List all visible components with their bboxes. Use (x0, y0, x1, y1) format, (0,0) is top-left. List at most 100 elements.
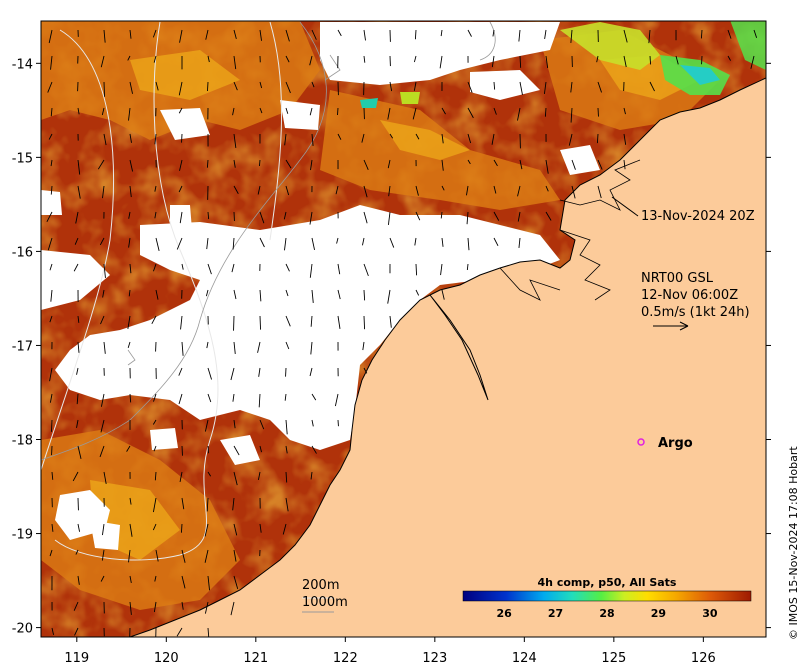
current-vector (491, 133, 495, 145)
current-vector (467, 29, 472, 37)
bathymetry-contours (41, 21, 283, 561)
current-vector (181, 263, 184, 270)
current-vector (649, 81, 655, 92)
y-tick-label: -14 (12, 57, 33, 72)
current-vector (363, 211, 368, 224)
current-vector (309, 211, 313, 225)
current-vector (233, 29, 237, 40)
current-vector (415, 263, 418, 276)
current-vector (571, 159, 576, 170)
current-vector (337, 107, 339, 116)
current-vector (103, 29, 106, 43)
current-vector (51, 471, 54, 480)
current-vector (48, 29, 53, 44)
current-vector (47, 81, 53, 93)
current-vector (207, 55, 210, 63)
x-tick-label: 119 (64, 651, 89, 666)
current-vector (363, 315, 366, 330)
current-vector (77, 315, 80, 323)
current-vector (700, 29, 703, 39)
current-vector (363, 159, 369, 171)
current-vector (206, 497, 209, 512)
contour-200-label: 200m (302, 578, 339, 593)
land-mass (130, 78, 766, 637)
colorbar-title: 4h comp, p50, All Sats (538, 576, 677, 589)
current-vector (103, 81, 105, 97)
current-vector (335, 185, 339, 195)
current-vector (49, 549, 53, 557)
current-vector (181, 575, 186, 589)
current-vector (49, 393, 53, 403)
current-vector (361, 133, 365, 143)
current-vector (49, 315, 53, 323)
current-vector (571, 185, 576, 199)
current-vector (207, 575, 210, 591)
current-scale-label: 0.5m/s (1kt 24h) (641, 305, 750, 320)
current-vector (311, 393, 317, 401)
argo-label: Argo (658, 436, 693, 451)
current-vector (232, 393, 235, 402)
current-vector (311, 133, 314, 146)
current-vector (129, 185, 132, 198)
current-vector (50, 107, 53, 117)
plot-frame (40, 20, 767, 638)
current-vector (415, 289, 420, 296)
current-vector (467, 237, 470, 251)
current-vector (363, 185, 368, 198)
y-tick-label: -17 (12, 339, 33, 354)
current-scale-arrow (653, 321, 689, 331)
current-vector (389, 81, 393, 92)
current-vector (285, 81, 291, 94)
current-vector (100, 393, 105, 407)
current-vector (154, 575, 157, 582)
current-vector (233, 471, 238, 486)
current-vector (153, 55, 157, 63)
peninsula-coast (429, 294, 489, 401)
current-vector (207, 445, 209, 454)
current-vector (181, 601, 184, 610)
current-vector (363, 55, 366, 63)
colorbar-tick-label: 28 (599, 607, 614, 620)
current-vector (233, 133, 237, 148)
current-vector (568, 133, 573, 146)
current-vector (413, 81, 417, 91)
current-vector (311, 29, 317, 40)
shelf-contour (41, 21, 496, 461)
current-vector (309, 55, 313, 66)
current-vector (518, 237, 521, 249)
current-vector (415, 211, 421, 221)
current-vector (46, 211, 53, 222)
current-vector (179, 211, 183, 224)
current-vector (441, 133, 444, 144)
current-vector (99, 237, 105, 246)
current-vector (519, 159, 523, 170)
current-vector (414, 29, 417, 40)
x-tick-label: 120 (154, 651, 179, 666)
current-vector (518, 29, 521, 42)
current-vector (126, 445, 131, 452)
current-vector (102, 289, 105, 298)
current-vector (129, 81, 133, 94)
current-vector (97, 159, 105, 170)
current-vector (545, 211, 552, 221)
current-vector (336, 237, 339, 244)
current-vector (727, 55, 731, 61)
current-vector (102, 523, 105, 536)
current-vector (77, 107, 80, 115)
current-vector (153, 263, 157, 272)
current-vector (129, 263, 132, 274)
current-vector (387, 211, 391, 225)
colorbar-gradient (462, 590, 752, 602)
current-vector (152, 419, 157, 425)
current-vector (154, 211, 157, 219)
current-vector (311, 289, 314, 303)
current-vector (259, 159, 261, 167)
current-vector (285, 471, 288, 483)
current-vector (179, 471, 183, 483)
current-vector (47, 237, 53, 251)
current-vector (128, 107, 131, 121)
current-vector (129, 601, 132, 615)
current-vector (152, 29, 157, 38)
current-vector (74, 627, 79, 636)
current-vector (77, 575, 80, 585)
